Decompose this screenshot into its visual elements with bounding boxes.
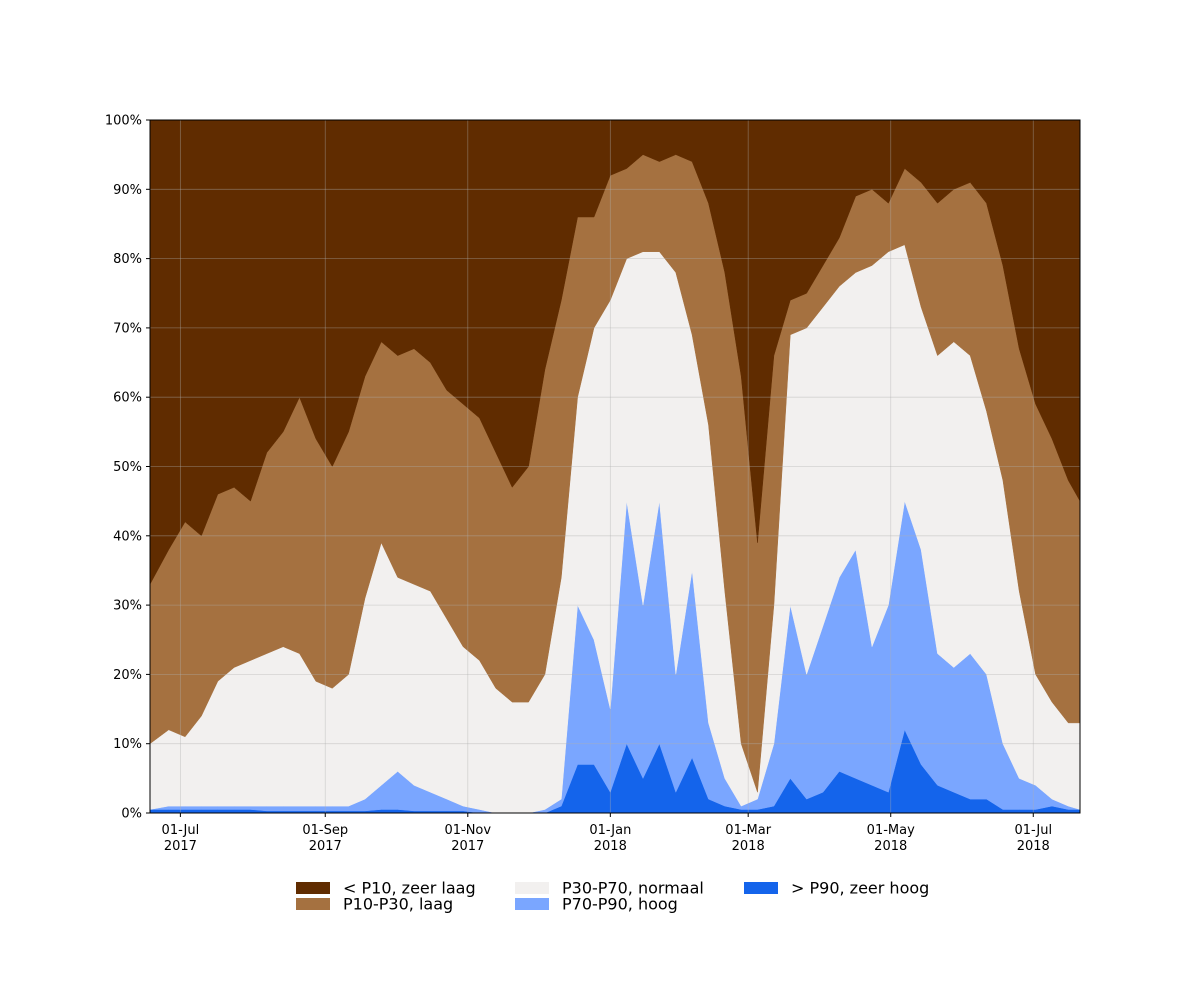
x-tick-year-label: 2018 xyxy=(1017,839,1050,854)
x-tick-label: 01-Jul xyxy=(162,823,200,838)
y-axis: 0% 10% 20% 30% 40% 50% 60% 70% 80% 90% 100% xyxy=(105,114,150,822)
x-tick-label: 01-Jul xyxy=(1014,823,1052,838)
x-tick-label: 01-Jan xyxy=(589,823,631,838)
x-tick-year-label: 2017 xyxy=(451,839,484,854)
y-tick-label: 30% xyxy=(113,599,142,614)
legend-swatch xyxy=(296,898,330,910)
x-tick-year-label: 2018 xyxy=(594,839,627,854)
x-tick-label: 01-May xyxy=(867,823,915,838)
x-axis: 01-Jul201701-Sep201701-Nov201701-Jan2018… xyxy=(162,813,1052,854)
y-tick-label: 70% xyxy=(113,321,142,336)
x-tick-year-label: 2018 xyxy=(874,839,907,854)
x-tick-label: 01-Nov xyxy=(444,823,491,838)
legend-swatch xyxy=(296,882,330,894)
y-tick-label: 80% xyxy=(113,252,142,267)
plot-areas xyxy=(149,119,1081,814)
y-tick-label: 40% xyxy=(113,529,142,544)
legend-swatch xyxy=(744,882,778,894)
y-tick-label: 60% xyxy=(113,391,142,406)
x-tick-label: 01-Sep xyxy=(302,823,348,838)
y-tick-label: 10% xyxy=(113,737,142,752)
x-tick-year-label: 2017 xyxy=(309,839,342,854)
legend-label: < P10, zeer laag xyxy=(343,879,476,898)
legend-swatch xyxy=(515,898,549,910)
y-tick-label: 90% xyxy=(113,183,142,198)
grid-lines xyxy=(150,120,1080,813)
legend-label: P30-P70, normaal xyxy=(562,879,704,898)
legend-label: P10-P30, laag xyxy=(343,895,453,914)
legend-label: > P90, zeer hoog xyxy=(791,879,929,898)
x-tick-year-label: 2018 xyxy=(732,839,765,854)
x-tick-label: 01-Mar xyxy=(725,823,771,838)
y-tick-label: 20% xyxy=(113,668,142,683)
y-tick-label: 0% xyxy=(121,807,142,822)
legend-swatch xyxy=(515,882,549,894)
legend-label: P70-P90, hoog xyxy=(562,895,678,914)
y-tick-label: 100% xyxy=(105,114,142,129)
x-tick-year-label: 2017 xyxy=(164,839,197,854)
y-tick-label: 50% xyxy=(113,460,142,475)
